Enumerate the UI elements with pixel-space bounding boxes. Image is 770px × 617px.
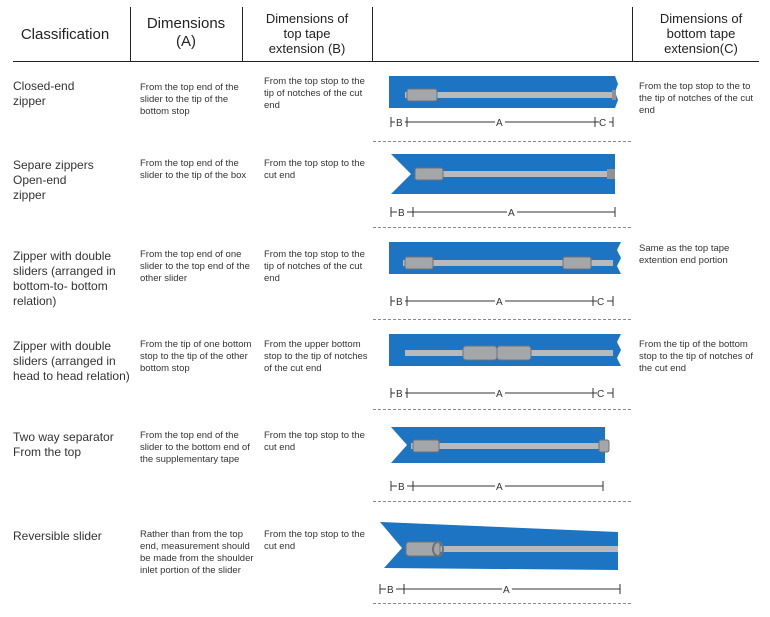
zipper-box: [607, 169, 615, 179]
zipper-slider: [414, 167, 444, 181]
label-b: B: [398, 482, 405, 493]
classification-cell: Zipper with double sliders (arranged in …: [13, 339, 130, 383]
classification-cell: Reversible slider: [13, 529, 102, 543]
label-b: B: [396, 297, 403, 308]
zipper-teeth: [403, 260, 613, 266]
dimension-a-cell: From the top end of the slider to the ti…: [140, 82, 239, 117]
classification-cell: Closed-end zipper: [13, 79, 75, 108]
label-c: C: [597, 297, 604, 308]
header-divider: [130, 7, 131, 62]
row-divider: [373, 227, 631, 228]
row-divider: [373, 603, 631, 604]
label-b: B: [387, 585, 394, 596]
row-divider: [373, 501, 631, 502]
row-divider: [373, 319, 631, 320]
dimension-c-cell: From the top stop to the to the tip of n…: [639, 81, 754, 116]
header-classification: Classification: [20, 25, 110, 43]
dimension-line: [390, 207, 616, 217]
dimension-a-cell: From the top end of the slider to the ti…: [140, 158, 247, 181]
header-divider: [372, 7, 373, 62]
dimension-b-cell: From the top stop to the tip of notches …: [264, 249, 365, 284]
dimension-b-cell: From the top stop to the cut end: [264, 430, 365, 453]
label-a: A: [496, 297, 503, 308]
label-b: B: [396, 389, 403, 400]
dimension-b-cell: From the top stop to the tip of notches …: [264, 76, 365, 111]
header-divider: [632, 7, 633, 62]
zipper-teeth: [406, 546, 618, 552]
label-a: A: [496, 118, 503, 129]
zipper-open-end-figure: B A: [390, 154, 616, 219]
dimension-line: [379, 584, 621, 594]
dimension-a-cell: From the tip of one bottom stop to the t…: [140, 339, 252, 374]
zipper-reversible-slider-figure: B A: [379, 522, 621, 596]
zipper-two-way-separator-figure: B A: [390, 427, 610, 493]
zipper-teeth: [405, 92, 615, 98]
row-divider: [373, 141, 631, 142]
zipper-teeth: [415, 171, 615, 177]
header-dimensions-b: Dimensions of top tape extension (B): [265, 10, 349, 56]
zipper-stop: [612, 90, 616, 100]
zipper-slider: [406, 88, 438, 102]
classification-cell: Zipper with double sliders (arranged in …: [13, 249, 116, 308]
classification-cell: Two way separator From the top: [13, 430, 114, 459]
dimension-a-cell: From the top end of the slider to the bo…: [140, 430, 250, 465]
label-b: B: [398, 208, 405, 219]
zipper-slider: [462, 345, 498, 361]
dimension-a-cell: Rather than from the top end, measuremen…: [140, 529, 254, 576]
dimension-b-cell: From the top stop to the cut end: [264, 529, 365, 552]
zipper-teeth: [411, 443, 605, 449]
zipper-slider: [412, 439, 440, 453]
dimension-a-cell: From the top end of one slider to the to…: [140, 249, 250, 284]
label-a: A: [508, 208, 515, 219]
slider-pull-ring: [432, 541, 444, 557]
zipper-slider: [496, 345, 532, 361]
zipper-closed-end-figure: B A C: [389, 76, 618, 129]
label-c: C: [599, 118, 606, 129]
zipper-slider: [404, 256, 434, 270]
classification-cell: Separe zippers Open-end zipper: [13, 158, 94, 202]
label-a: A: [496, 389, 503, 400]
header-dimensions-c: Dimensions of bottom tape extension(C): [659, 10, 743, 56]
label-c: C: [597, 389, 604, 400]
header-underline: [13, 61, 759, 62]
zipper-double-slider-bottom-figure: B A C: [389, 242, 621, 308]
dimension-b-cell: From the top stop to the cut end: [264, 158, 365, 181]
zipper-slider: [598, 439, 610, 453]
zipper-double-slider-head-figure: B A C: [389, 334, 621, 400]
zipper-slider: [405, 541, 441, 557]
header-divider: [242, 7, 243, 62]
dimension-c-cell: Same as the top tape extention end porti…: [639, 243, 730, 266]
row-divider: [373, 409, 631, 410]
label-a: A: [496, 482, 503, 493]
header-dimensions-a: Dimensions (A): [146, 15, 226, 50]
label-b: B: [396, 118, 403, 129]
zipper-slider: [562, 256, 592, 270]
label-a: A: [503, 585, 510, 596]
dimension-b-cell: From the upper bottom stop to the tip of…: [264, 339, 368, 374]
dimension-c-cell: From the tip of the bottom stop to the t…: [639, 339, 754, 374]
